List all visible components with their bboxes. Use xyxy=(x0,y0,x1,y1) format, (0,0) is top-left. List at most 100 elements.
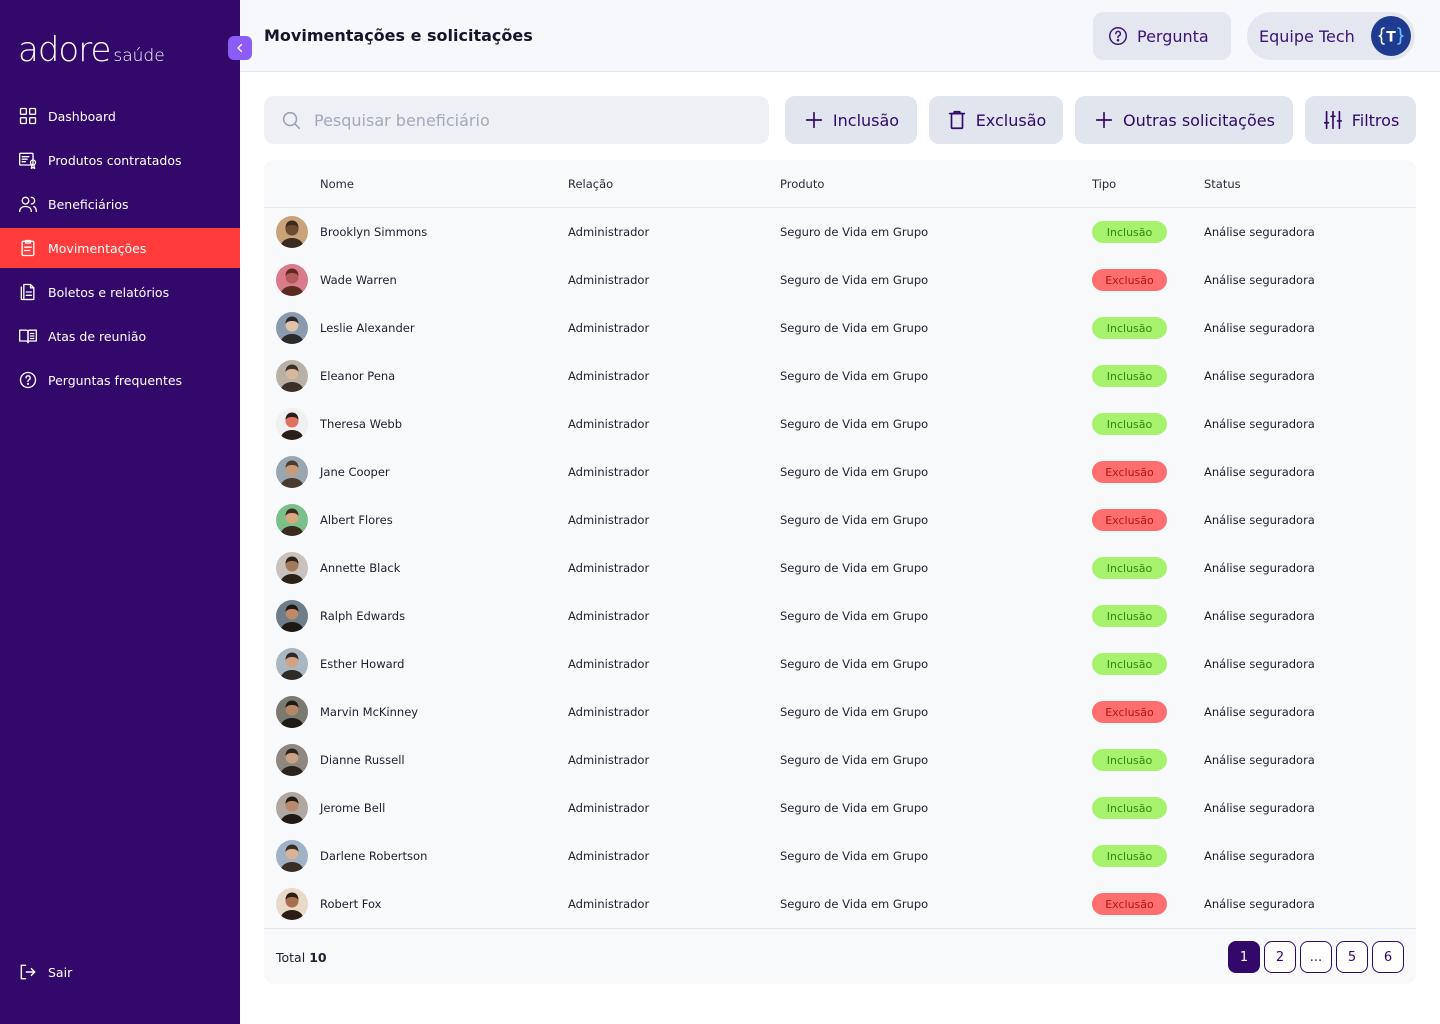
exclusao-button[interactable]: Exclusão xyxy=(929,96,1063,144)
type-badge: Exclusão xyxy=(1092,893,1167,915)
table-row[interactable]: Robert Fox Administrador Seguro de Vida em… xyxy=(264,880,1416,928)
logout-button[interactable]: Sair xyxy=(0,952,240,992)
table-row[interactable]: Dianne Russell Administrador Seguro de Vid… xyxy=(264,736,1416,784)
table-row[interactable]: Esther Howard Administrador Seguro de Vida… xyxy=(264,640,1416,688)
page-button[interactable]: 6 xyxy=(1372,941,1404,973)
status-cell: Análise seguradora xyxy=(1204,657,1315,671)
type-badge: Inclusão xyxy=(1092,749,1167,771)
relation-cell: Administrador xyxy=(568,417,650,431)
type-badge: Exclusão xyxy=(1092,701,1167,723)
page-button[interactable]: 5 xyxy=(1336,941,1368,973)
top-bar: Movimentações e solicitações Pergunta Eq… xyxy=(240,0,1440,72)
avatar xyxy=(276,648,308,680)
sidebar-item-label: Produtos contratados xyxy=(48,152,182,168)
avatar xyxy=(276,216,308,248)
pagination-ellipsis[interactable]: ... xyxy=(1300,941,1332,973)
total-value: 10 xyxy=(309,950,327,965)
sidebar-item-movimentacoes[interactable]: Movimentações xyxy=(0,228,240,268)
book-icon xyxy=(19,329,37,344)
sidebar-item-boletos[interactable]: Boletos e relatórios xyxy=(0,272,240,312)
type-badge: Inclusão xyxy=(1092,365,1167,387)
status-cell: Análise seguradora xyxy=(1204,609,1315,623)
page-button[interactable]: 1 xyxy=(1228,941,1260,973)
beneficiary-name: Albert Flores xyxy=(320,513,393,527)
search-input[interactable] xyxy=(314,110,734,130)
question-circle-icon xyxy=(1109,27,1127,45)
table-row[interactable]: Albert Flores Administrador Seguro de Vida… xyxy=(264,496,1416,544)
sidebar-item-atas[interactable]: Atas de reunião xyxy=(0,316,240,356)
column-header-tipo[interactable]: Tipo xyxy=(1092,177,1117,191)
other-requests-label: Outras solicitações xyxy=(1123,110,1275,130)
dashboard-icon xyxy=(19,107,37,125)
avatar xyxy=(276,360,308,392)
table-row[interactable]: Wade Warren Administrador Seguro de Vida e… xyxy=(264,256,1416,304)
table-row[interactable]: Annette Black Administrador Seguro de Vida… xyxy=(264,544,1416,592)
product-cell: Seguro de Vida em Grupo xyxy=(780,897,929,911)
brand-logo: adore saúde xyxy=(18,30,165,70)
relation-cell: Administrador xyxy=(568,561,650,575)
relation-cell: Administrador xyxy=(568,225,650,239)
product-cell: Seguro de Vida em Grupo xyxy=(780,657,929,671)
product-cell: Seguro de Vida em Grupo xyxy=(780,753,929,767)
product-cell: Seguro de Vida em Grupo xyxy=(780,609,929,623)
beneficiary-name: Wade Warren xyxy=(320,273,397,287)
sidebar-item-perguntas[interactable]: Perguntas frequentes xyxy=(0,360,240,400)
table-row[interactable]: Jerome Bell Administrador Seguro de Vida e… xyxy=(264,784,1416,832)
product-cell: Seguro de Vida em Grupo xyxy=(780,801,929,815)
sidebar-item-dashboard[interactable]: Dashboard xyxy=(0,96,240,136)
other-requests-button[interactable]: Outras solicitações xyxy=(1075,96,1293,144)
type-badge: Inclusão xyxy=(1092,653,1167,675)
inclusao-button[interactable]: Inclusão xyxy=(785,96,917,144)
table-row[interactable]: Eleanor Pena Administrador Seguro de Vida … xyxy=(264,352,1416,400)
main-content: Inclusão Exclusão Outras solicitações Fi… xyxy=(240,72,1440,1024)
type-badge: Inclusão xyxy=(1092,221,1167,243)
team-logo-icon: T xyxy=(1376,21,1406,51)
beneficiary-name: Eleanor Pena xyxy=(320,369,396,383)
table-row[interactable]: Marvin McKinney Administrador Seguro de Vi… xyxy=(264,688,1416,736)
documents-icon xyxy=(20,283,35,301)
relation-cell: Administrador xyxy=(568,465,650,479)
avatar xyxy=(276,888,308,920)
status-cell: Análise seguradora xyxy=(1204,849,1315,863)
status-cell: Análise seguradora xyxy=(1204,225,1315,239)
team-menu[interactable]: Equipe Tech T xyxy=(1247,12,1415,60)
page-title: Movimentações e solicitações xyxy=(264,26,533,45)
avatar xyxy=(276,840,308,872)
avatar xyxy=(276,408,308,440)
question-button[interactable]: Pergunta xyxy=(1093,12,1231,60)
table-row[interactable]: Ralph Edwards Administrador Seguro de Vida… xyxy=(264,592,1416,640)
team-name: Equipe Tech xyxy=(1259,26,1355,46)
column-header-produto[interactable]: Produto xyxy=(780,177,825,191)
type-badge: Inclusão xyxy=(1092,413,1167,435)
beneficiary-name: Ralph Edwards xyxy=(320,609,406,623)
status-cell: Análise seguradora xyxy=(1204,513,1315,527)
search-box[interactable] xyxy=(264,96,769,144)
column-header-nome[interactable]: Nome xyxy=(320,177,354,191)
sidebar-item-label: Perguntas frequentes xyxy=(48,372,183,388)
clipboard-icon xyxy=(21,239,35,257)
sidebar-item-beneficiarios[interactable]: Beneficiários xyxy=(0,184,240,224)
page-button[interactable]: 2 xyxy=(1264,941,1296,973)
product-cell: Seguro de Vida em Grupo xyxy=(780,513,929,527)
column-header-status[interactable]: Status xyxy=(1204,177,1241,191)
relation-cell: Administrador xyxy=(568,657,650,671)
table-row[interactable]: Darlene Robertson Administrador Seguro de … xyxy=(264,832,1416,880)
column-header-relacao[interactable]: Relação xyxy=(568,177,614,191)
table-row[interactable]: Jane Cooper Administrador Seguro de Vida e… xyxy=(264,448,1416,496)
status-cell: Análise seguradora xyxy=(1204,801,1315,815)
beneficiary-name: Theresa Webb xyxy=(320,417,403,431)
table-row[interactable]: Brooklyn Simmons Administrador Seguro de V… xyxy=(264,208,1416,256)
filters-button[interactable]: Filtros xyxy=(1305,96,1416,144)
product-cell: Seguro de Vida em Grupo xyxy=(780,273,929,287)
table-row[interactable]: Leslie Alexander Administrador Seguro de V… xyxy=(264,304,1416,352)
type-badge: Inclusão xyxy=(1092,317,1167,339)
table-row[interactable]: Theresa Webb Administrador Seguro de Vida … xyxy=(264,400,1416,448)
status-cell: Análise seguradora xyxy=(1204,561,1315,575)
product-cell: Seguro de Vida em Grupo xyxy=(780,849,929,863)
avatar xyxy=(276,792,308,824)
collapse-sidebar-button[interactable] xyxy=(228,36,252,60)
product-cell: Seguro de Vida em Grupo xyxy=(780,465,929,479)
sidebar-item-produtos[interactable]: Produtos contratados xyxy=(0,140,240,180)
type-badge: Inclusão xyxy=(1092,605,1167,627)
beneficiary-name: Annette Black xyxy=(320,561,401,575)
